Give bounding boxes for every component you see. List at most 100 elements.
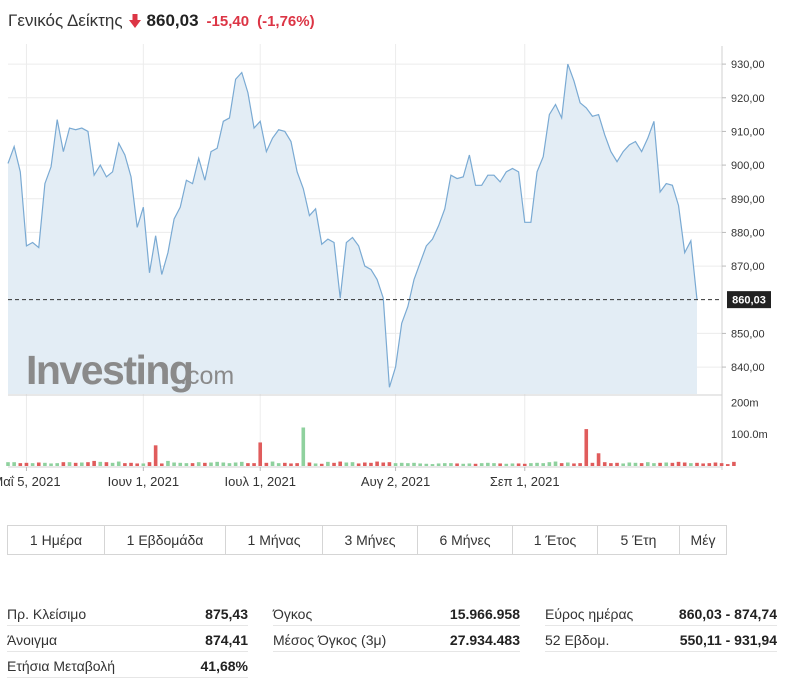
volume-bar [55, 463, 60, 466]
volume-bar [584, 429, 589, 466]
stats-column-2: Όγκος 15.966.958 Μέσος Όγκος (3μ) 27.934.48… [273, 600, 520, 652]
volume-bar [449, 463, 453, 466]
index-name: Γενικός Δείκτης [8, 11, 123, 30]
volume-bar [547, 462, 552, 466]
volume-bar [252, 463, 256, 466]
volume-bar [61, 462, 66, 466]
range-tab[interactable]: 1 Μήνας [226, 526, 323, 554]
volume-bar [36, 462, 41, 466]
volume-bar [43, 462, 47, 466]
x-tick-label: Σεπ 1, 2021 [490, 474, 560, 489]
range-tab[interactable]: 5 Έτη [598, 526, 680, 554]
time-range-tabs: 1 Ημέρα 1 Εβδομάδα 1 Μήνας 3 Μήνες 6 Μήνες 1 … [7, 525, 727, 555]
y-tick-label: 890,00 [731, 194, 765, 206]
volume-bar [344, 462, 349, 466]
stat-value: 860,03 - 874,74 [678, 606, 777, 622]
volume-bar [578, 463, 582, 466]
volume-bar [541, 463, 546, 466]
range-tab[interactable]: 1 Έτος [513, 526, 598, 554]
volume-bar [553, 461, 558, 466]
arrow-down-icon [128, 14, 141, 28]
volume-bars [6, 427, 736, 466]
y-tick-label: 850,00 [731, 328, 765, 340]
volume-bar [289, 463, 293, 466]
volume-bar [98, 461, 103, 466]
range-tab[interactable]: 6 Μήνες [418, 526, 513, 554]
stat-row: Εύρος ημέρας 860,03 - 874,74 [545, 600, 777, 626]
volume-bar [658, 462, 662, 466]
stat-value: 874,41 [205, 632, 248, 648]
volume-bar [467, 463, 472, 466]
volume-bar [172, 462, 176, 466]
volume-bar [719, 463, 724, 466]
stat-row: Μέσος Όγκος (3μ) 27.934.483 [273, 626, 520, 652]
volume-bar [424, 463, 429, 466]
range-tab[interactable]: 3 Μήνες [323, 526, 418, 554]
y-tick-label: 930,00 [731, 59, 765, 71]
price-area [8, 64, 697, 394]
volume-bar [24, 462, 29, 466]
stat-label: Εύρος ημέρας [545, 606, 634, 622]
volume-bar [621, 463, 625, 466]
volume-bar [602, 462, 607, 466]
volume-bar [233, 462, 238, 466]
volume-bar [627, 462, 632, 466]
volume-bar [135, 463, 139, 466]
stat-row: Ετήσια Μεταβολή 41,68% [7, 652, 248, 678]
price-chart[interactable]: Investing .com 860,03 930,00 920,00 910,00… [0, 38, 790, 508]
volume-bar [689, 463, 693, 466]
volume-bar [153, 445, 158, 466]
volume-bar [418, 463, 422, 466]
volume-bar [246, 463, 250, 466]
volume-bar [141, 463, 146, 466]
stat-label: Άνοιγμα [7, 632, 58, 648]
volume-tick-label: 100.0m [731, 429, 768, 441]
range-tab[interactable]: 1 Εβδομάδα [105, 526, 226, 554]
price-line [7, 63, 698, 388]
last-price-label: 860,03 [727, 291, 771, 309]
volume-bar [725, 464, 730, 466]
volume-bar [184, 463, 189, 466]
stat-value: 550,11 - 931,94 [679, 632, 777, 648]
volume-bar [664, 462, 669, 466]
volume-bar [522, 463, 527, 466]
stat-row: Πρ. Κλείσιμο 875,43 [7, 600, 248, 626]
volume-bar [338, 461, 342, 466]
volume-bar [301, 427, 306, 466]
watermark-suffix: .com [180, 362, 234, 390]
volume-bar [645, 462, 650, 466]
volume-bar [707, 463, 712, 466]
x-tick-label: Μαΐ 5, 2021 [0, 474, 61, 489]
volume-bar [356, 463, 361, 466]
volume-bar [436, 463, 441, 466]
volume-bar [6, 462, 10, 466]
stat-row: 52 Εβδομ. 550,11 - 931,94 [545, 626, 777, 652]
volume-bar [516, 463, 521, 466]
stat-value: 875,43 [205, 606, 248, 622]
volume-bar [92, 460, 96, 466]
volume-bar [49, 463, 53, 466]
volume-bar [80, 462, 84, 466]
volume-bar [381, 462, 386, 466]
stat-row: Όγκος 15.966.958 [273, 600, 520, 626]
volume-bar [369, 462, 373, 466]
range-tab[interactable]: Μέγ [690, 532, 716, 548]
volume-bar [399, 462, 404, 466]
stat-row: Άνοιγμα 874,41 [7, 626, 248, 652]
volume-bar [670, 462, 675, 466]
range-tab[interactable]: 1 Ημέρα [8, 526, 105, 554]
volume-bar [350, 462, 355, 466]
volume-bar [73, 462, 78, 466]
y-tick-label: 840,00 [731, 362, 765, 374]
volume-bar [430, 464, 435, 466]
investing-watermark: Investing .com [26, 347, 234, 393]
volume-bar [510, 463, 515, 466]
x-tick-label: Ιουν 1, 2021 [108, 474, 179, 489]
volume-bar [596, 453, 601, 466]
volume-bar [701, 463, 705, 466]
volume-bar [566, 462, 570, 466]
stats-column-1: Πρ. Κλείσιμο 875,43 Άνοιγμα 874,41 Ετήσια Με… [7, 600, 248, 678]
volume-bar [695, 462, 699, 466]
volume-bar [590, 462, 595, 466]
stat-label: Ετήσια Μεταβολή [7, 658, 116, 674]
